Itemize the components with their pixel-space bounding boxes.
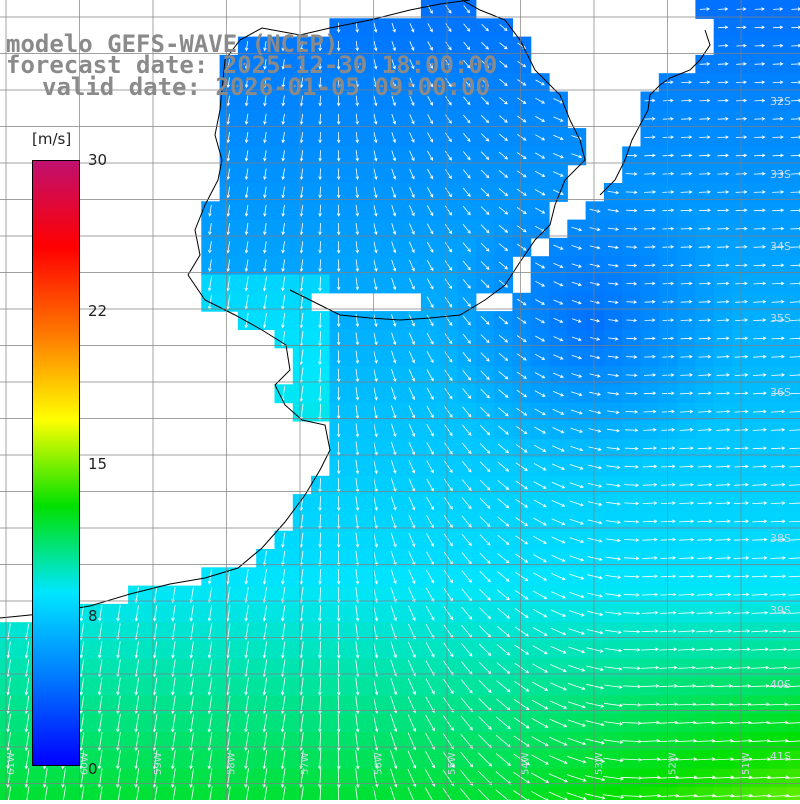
wind-cell <box>439 787 458 800</box>
lon-label: 55W <box>447 752 458 775</box>
wind-cell <box>531 787 550 800</box>
wind-cell <box>641 787 660 800</box>
wind-cell <box>695 787 714 800</box>
colorbar-tick-8: 8 <box>88 607 98 625</box>
lon-label: 52W <box>668 752 679 775</box>
wind-cell <box>512 787 531 800</box>
wind-cell <box>677 787 696 800</box>
wind-cell <box>732 787 751 800</box>
colorbar-tick-22: 22 <box>88 302 107 320</box>
wind-cell <box>714 787 733 800</box>
lat-label: 33S <box>770 168 791 181</box>
lon-label: 51W <box>741 752 752 775</box>
wind-cell <box>476 787 495 800</box>
lon-label: 61W <box>6 752 17 775</box>
valid-date: valid date: 2026-01-05 09:00:00 <box>42 75 490 99</box>
colorbar-tick-0: 0 <box>88 760 98 778</box>
wind-cell <box>769 787 788 800</box>
lon-label: 54W <box>521 752 532 775</box>
lon-label: 56W <box>374 752 385 775</box>
wind-cell <box>421 787 440 800</box>
colorbar <box>32 160 80 766</box>
lat-label: 39S <box>770 604 791 617</box>
lat-label: 38S <box>770 532 791 545</box>
wind-cell <box>403 787 422 800</box>
lat-label: 41S <box>770 750 791 763</box>
wind-cell <box>750 787 769 800</box>
lon-label: 53W <box>594 752 605 775</box>
wind-cell <box>494 787 513 800</box>
lat-label: 32S <box>770 95 791 108</box>
wind-cell <box>604 787 623 800</box>
lat-label: 36S <box>770 386 791 399</box>
lon-label: 58W <box>227 752 238 775</box>
lon-label: 59W <box>153 752 164 775</box>
lon-label: 57W <box>300 752 311 775</box>
lat-label: 35S <box>770 312 791 325</box>
wind-cell <box>622 787 641 800</box>
colorbar-unit: [m/s] <box>32 130 71 148</box>
lat-label: 40S <box>770 678 791 691</box>
wind-cell <box>659 787 678 800</box>
colorbar-tick-30: 30 <box>88 151 107 169</box>
colorbar-tick-15: 15 <box>88 455 107 473</box>
lat-label: 34S <box>770 240 791 253</box>
wind-cell <box>787 787 800 800</box>
